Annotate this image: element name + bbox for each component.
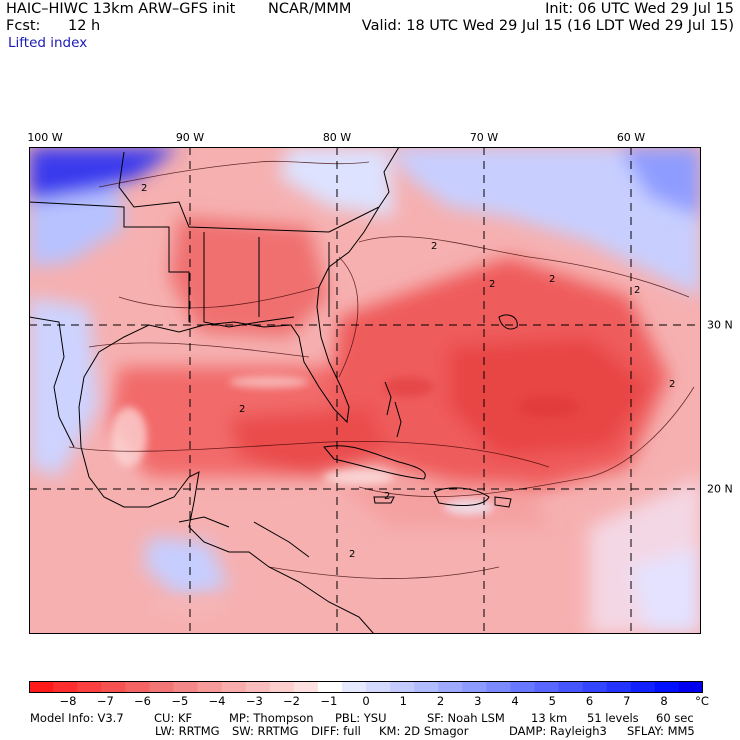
colorbar-cell bbox=[558, 681, 584, 693]
init-time: Init: 06 UTC Wed 29 Jul 15 bbox=[545, 1, 734, 17]
colorbar-cell bbox=[149, 681, 174, 693]
colorbar-cell bbox=[29, 681, 54, 693]
model-info: SF: Noah LSM bbox=[427, 711, 505, 725]
colorbar-cell bbox=[462, 681, 487, 693]
contour-label: 2 bbox=[431, 241, 437, 252]
colorbar-cell bbox=[125, 681, 150, 693]
contour-label: 2 bbox=[489, 279, 495, 290]
colorbar-label: 2 bbox=[436, 694, 445, 708]
model-info: KM: 2D Smagor bbox=[379, 724, 469, 738]
colorbar-label: −8 bbox=[59, 694, 77, 708]
lon-label: 70 W bbox=[469, 131, 499, 144]
colorbar-cell bbox=[293, 681, 319, 693]
colorbar-cell bbox=[390, 681, 415, 693]
colorbar-cell bbox=[53, 681, 78, 693]
colorbar-cell bbox=[534, 681, 560, 693]
colorbar-label: 3 bbox=[474, 694, 482, 708]
model-info: DAMP: Rayleigh3 bbox=[509, 724, 607, 738]
contour-label: 2 bbox=[634, 285, 640, 296]
colorbar-label: 1 bbox=[399, 694, 407, 708]
model-title: HAIC–HIWC 13km ARW–GFS init bbox=[6, 1, 236, 17]
colorbar-label: −6 bbox=[134, 694, 151, 708]
colorbar-cell bbox=[221, 681, 247, 693]
contour-label: 2 bbox=[384, 491, 390, 502]
colorbar-cell bbox=[269, 681, 295, 693]
model-info: PBL: YSU bbox=[335, 711, 387, 725]
colorbar-cell bbox=[582, 681, 608, 693]
contour-label: 2 bbox=[239, 404, 245, 415]
colorbar-label: −4 bbox=[208, 694, 226, 708]
colorbar-label: 5 bbox=[548, 694, 556, 708]
colorbar-label: 6 bbox=[585, 694, 594, 708]
lon-label: 90 W bbox=[175, 131, 205, 144]
colorbar-cell bbox=[414, 681, 439, 693]
contour-label: 2 bbox=[669, 379, 675, 390]
colorbar-cell bbox=[341, 681, 367, 693]
forecast-hour: 12 h bbox=[68, 18, 101, 34]
colorbar-cell bbox=[654, 681, 680, 693]
colorbar-label: 4 bbox=[511, 694, 519, 708]
colorbar-cell bbox=[173, 681, 198, 693]
forecast-label: Fcst: bbox=[6, 18, 41, 34]
colorbar-cell bbox=[606, 681, 632, 693]
model-info: CU: KF bbox=[154, 711, 193, 725]
model-info: 60 sec bbox=[656, 711, 694, 725]
model-info: SFLAY: MM5 bbox=[627, 724, 695, 738]
field-name: Lifted index bbox=[8, 35, 88, 51]
model-info: LW: RRTMG bbox=[155, 724, 220, 738]
contour-label: 2 bbox=[349, 549, 355, 560]
colorbar-cell bbox=[77, 681, 102, 693]
colorbar-cell bbox=[101, 681, 126, 693]
colorbar-cell bbox=[317, 681, 343, 693]
valid-time: Valid: 18 UTC Wed 29 Jul 15 (16 LDT Wed … bbox=[361, 18, 734, 34]
colorbar-cell bbox=[678, 681, 703, 693]
colorbar-cell bbox=[197, 681, 223, 693]
colorbar-label: 7 bbox=[623, 694, 631, 708]
model-info: DIFF: full bbox=[311, 724, 361, 738]
contour-label: 2 bbox=[141, 183, 147, 194]
colorbar-cell bbox=[630, 681, 656, 693]
colorbar-label: 8 bbox=[660, 694, 668, 708]
lat-label: 20 N bbox=[707, 482, 733, 496]
colorbar-label: −2 bbox=[283, 694, 300, 708]
colorbar-label: −1 bbox=[320, 694, 338, 708]
lat-label: 30 N bbox=[707, 318, 733, 332]
model-info: 13 km bbox=[531, 711, 568, 725]
lon-label: 100 W bbox=[27, 131, 63, 144]
colorbar-label: −3 bbox=[245, 694, 263, 708]
model-info: Model Info: V3.7 bbox=[30, 711, 124, 725]
model-info: MP: Thompson bbox=[229, 711, 314, 725]
colorbar-cell bbox=[438, 681, 463, 693]
colorbar bbox=[29, 681, 703, 693]
colorbar-cell bbox=[486, 681, 511, 693]
contour-label: 2 bbox=[549, 274, 555, 285]
lon-label: 60 W bbox=[616, 131, 646, 144]
lon-label: 80 W bbox=[322, 131, 352, 144]
colorbar-cell bbox=[245, 681, 271, 693]
colorbar-cell bbox=[510, 681, 535, 693]
institution-label: NCAR/MMM bbox=[268, 1, 352, 17]
colorbar-label: 0 bbox=[362, 694, 370, 708]
colorbar-unit: °C bbox=[695, 694, 709, 708]
colorbar-cell bbox=[366, 681, 391, 693]
colorbar-label: −7 bbox=[96, 694, 114, 708]
lifted-index-map: 2 2 2 2 2 2 2 2 2 bbox=[29, 147, 701, 634]
model-info: SW: RRTMG bbox=[232, 724, 299, 738]
colorbar-label: −5 bbox=[171, 694, 189, 708]
model-info: 51 levels bbox=[587, 711, 639, 725]
